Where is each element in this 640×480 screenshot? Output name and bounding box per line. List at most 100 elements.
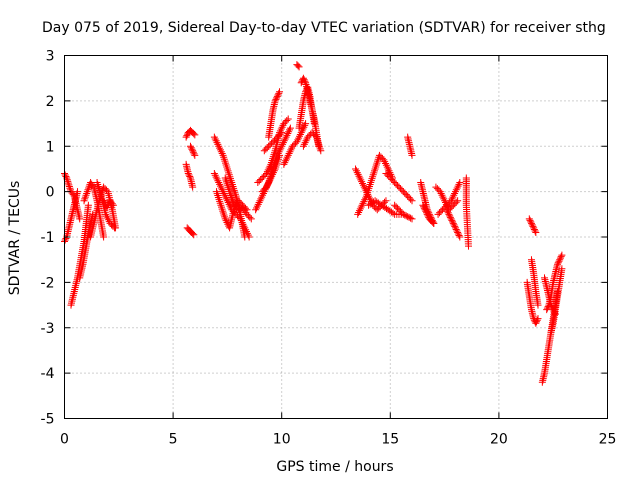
x-tick-label: 10: [273, 432, 291, 448]
series-arc-s: [258, 151, 284, 196]
series-arc-am: [525, 215, 540, 236]
data-point: [282, 157, 290, 165]
data-point: [223, 163, 231, 171]
data-point: [273, 133, 281, 141]
data-point: [224, 199, 232, 207]
data-point: [236, 215, 244, 223]
data-point: [392, 203, 400, 211]
data-point: [360, 198, 368, 206]
x-tick-label: 25: [599, 432, 617, 448]
data-point: [405, 213, 413, 221]
data-point: [454, 230, 462, 238]
data-point: [452, 198, 460, 206]
data-point: [286, 124, 294, 132]
data-point: [382, 169, 390, 177]
data-point: [269, 138, 277, 146]
data-point: [76, 215, 84, 223]
data-point: [437, 189, 445, 197]
data-point: [367, 179, 375, 187]
data-point: [356, 205, 364, 213]
data-point: [244, 212, 252, 220]
series-arc-al: [462, 174, 472, 250]
data-point: [434, 210, 442, 218]
data-point: [286, 126, 294, 134]
data-point: [308, 129, 316, 137]
data-point: [83, 189, 91, 197]
data-point: [187, 144, 195, 152]
series-arc-ao: [527, 256, 542, 309]
data-point: [368, 175, 376, 183]
data-point: [110, 224, 118, 232]
data-point: [445, 210, 453, 218]
data-point: [354, 170, 362, 178]
x-tick-label: 0: [60, 432, 69, 448]
data-point: [212, 173, 220, 181]
data-point: [245, 233, 253, 241]
data-point: [219, 207, 227, 215]
data-point: [247, 215, 255, 223]
series-arc-ad: [382, 169, 416, 205]
data-point: [355, 207, 363, 215]
data-point: [408, 151, 416, 159]
data-point: [300, 76, 308, 84]
data-point: [272, 95, 280, 103]
data-point: [213, 175, 221, 183]
data-point: [359, 181, 367, 189]
data-point: [447, 215, 455, 223]
data-point: [278, 142, 286, 150]
data-point: [383, 163, 391, 171]
data-point: [182, 133, 190, 141]
data-point: [216, 180, 224, 188]
y-tick-label: -3: [41, 321, 55, 337]
data-point: [223, 195, 231, 203]
data-point: [190, 130, 198, 138]
data-point: [532, 319, 540, 327]
data-point: [384, 165, 392, 173]
data-point: [281, 118, 289, 126]
data-point: [214, 140, 222, 148]
data-point: [543, 306, 551, 314]
data-point: [238, 218, 246, 226]
data-point: [210, 133, 218, 141]
data-point: [223, 165, 231, 173]
data-point: [223, 197, 231, 205]
data-point: [558, 265, 566, 273]
data-point: [242, 226, 250, 234]
data-point: [317, 147, 325, 155]
data-point: [212, 137, 220, 145]
series-arc-ae: [391, 201, 416, 223]
data-point: [388, 176, 396, 184]
data-point: [453, 227, 461, 235]
data-point: [273, 94, 281, 102]
data-point: [221, 191, 229, 199]
data-point: [453, 184, 461, 192]
data-point: [189, 183, 197, 191]
series-arc-an: [523, 278, 542, 327]
data-point: [108, 200, 116, 208]
data-point: [389, 177, 397, 185]
data-point: [447, 197, 455, 205]
data-point: [255, 177, 263, 185]
data-point: [258, 188, 266, 196]
data-point: [401, 189, 409, 197]
data-point: [375, 151, 383, 159]
data-point: [358, 178, 366, 186]
series-arc-i: [182, 126, 199, 141]
data-point: [254, 179, 262, 187]
data-point: [213, 188, 221, 196]
data-point: [438, 191, 446, 199]
data-point: [268, 172, 276, 180]
data-point: [310, 130, 318, 138]
data-point: [525, 215, 533, 223]
y-tick-label: 2: [46, 94, 55, 110]
data-point: [216, 199, 224, 207]
data-point: [101, 185, 109, 193]
series-arc-af: [404, 133, 416, 159]
data-point: [217, 201, 225, 209]
data-point: [281, 159, 289, 167]
data-point: [103, 204, 111, 212]
data-point: [279, 140, 287, 148]
data-point: [396, 185, 404, 193]
data-point: [275, 132, 283, 140]
data-point: [280, 120, 288, 128]
